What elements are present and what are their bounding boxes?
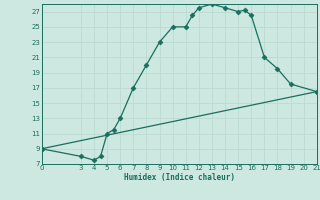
X-axis label: Humidex (Indice chaleur): Humidex (Indice chaleur)	[124, 173, 235, 182]
